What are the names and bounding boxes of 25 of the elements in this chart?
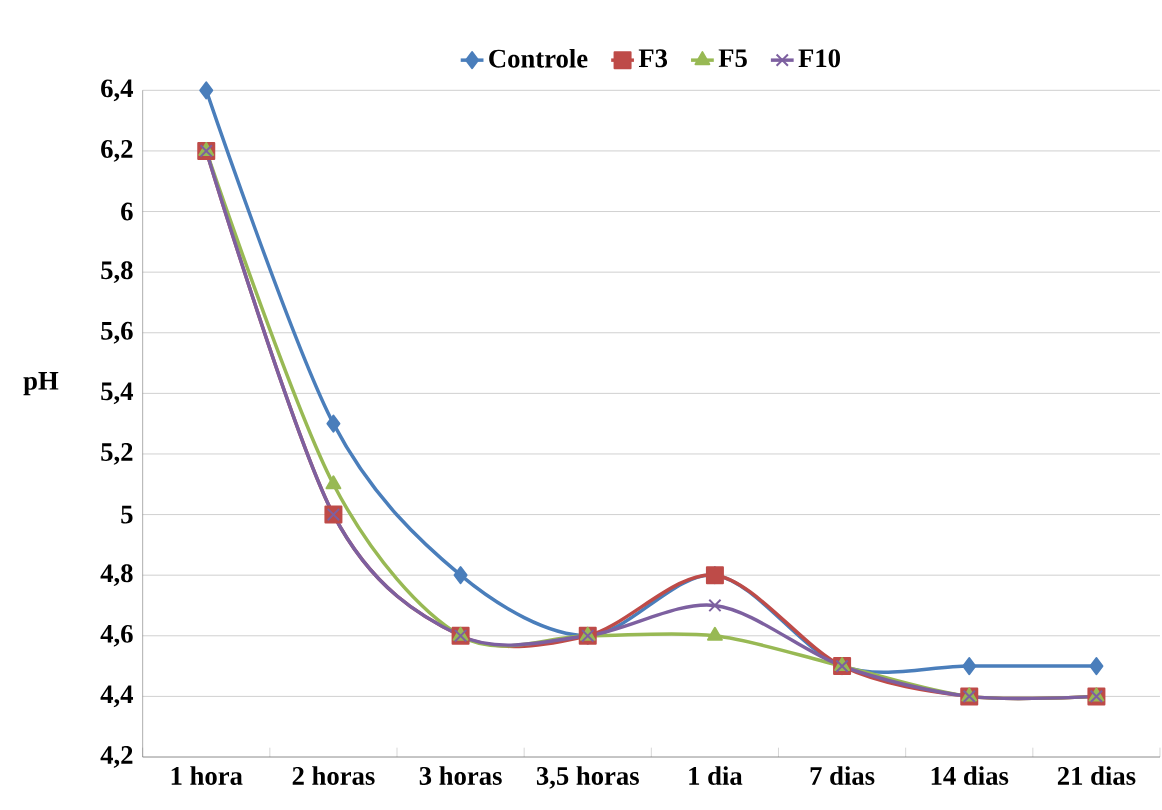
y-axis-title: pH xyxy=(23,372,59,396)
y-tick-label: 6,2 xyxy=(101,140,133,162)
legend-label: F3 xyxy=(638,49,668,68)
y-tick-label: 6,4 xyxy=(101,79,134,102)
y-tick-label: 4,2 xyxy=(100,746,133,768)
legend-label: F10 xyxy=(798,49,840,68)
x-tick-label: 7 dias xyxy=(810,766,875,785)
x-tick-label: 3,5 horas xyxy=(536,766,639,789)
x-tick-label: 2 horas xyxy=(292,766,375,785)
legend-label: Controle xyxy=(489,48,588,68)
y-tick-label: 4,8 xyxy=(100,564,133,587)
y-tick-label: 5,2 xyxy=(101,443,133,465)
y-tick-label: 4,6 xyxy=(100,624,133,647)
y-tick-label: 5,6 xyxy=(101,321,133,344)
x-tick-label: 1 dia xyxy=(689,766,743,785)
y-tick-label: 6 xyxy=(121,202,133,221)
y-tick-label: 4,4 xyxy=(100,685,134,708)
x-tick-label: 21 dias xyxy=(1057,766,1136,785)
x-tick-label: 3 horas xyxy=(419,766,502,785)
y-tick-label: 5,8 xyxy=(101,261,133,284)
y-tick-label: 5 xyxy=(121,505,133,524)
y-tick-label: 5,4 xyxy=(101,382,134,405)
x-tick-label: 1 hora xyxy=(171,766,243,785)
legend-label: F5 xyxy=(718,49,747,68)
x-tick-label: 14 dias xyxy=(931,766,1009,785)
